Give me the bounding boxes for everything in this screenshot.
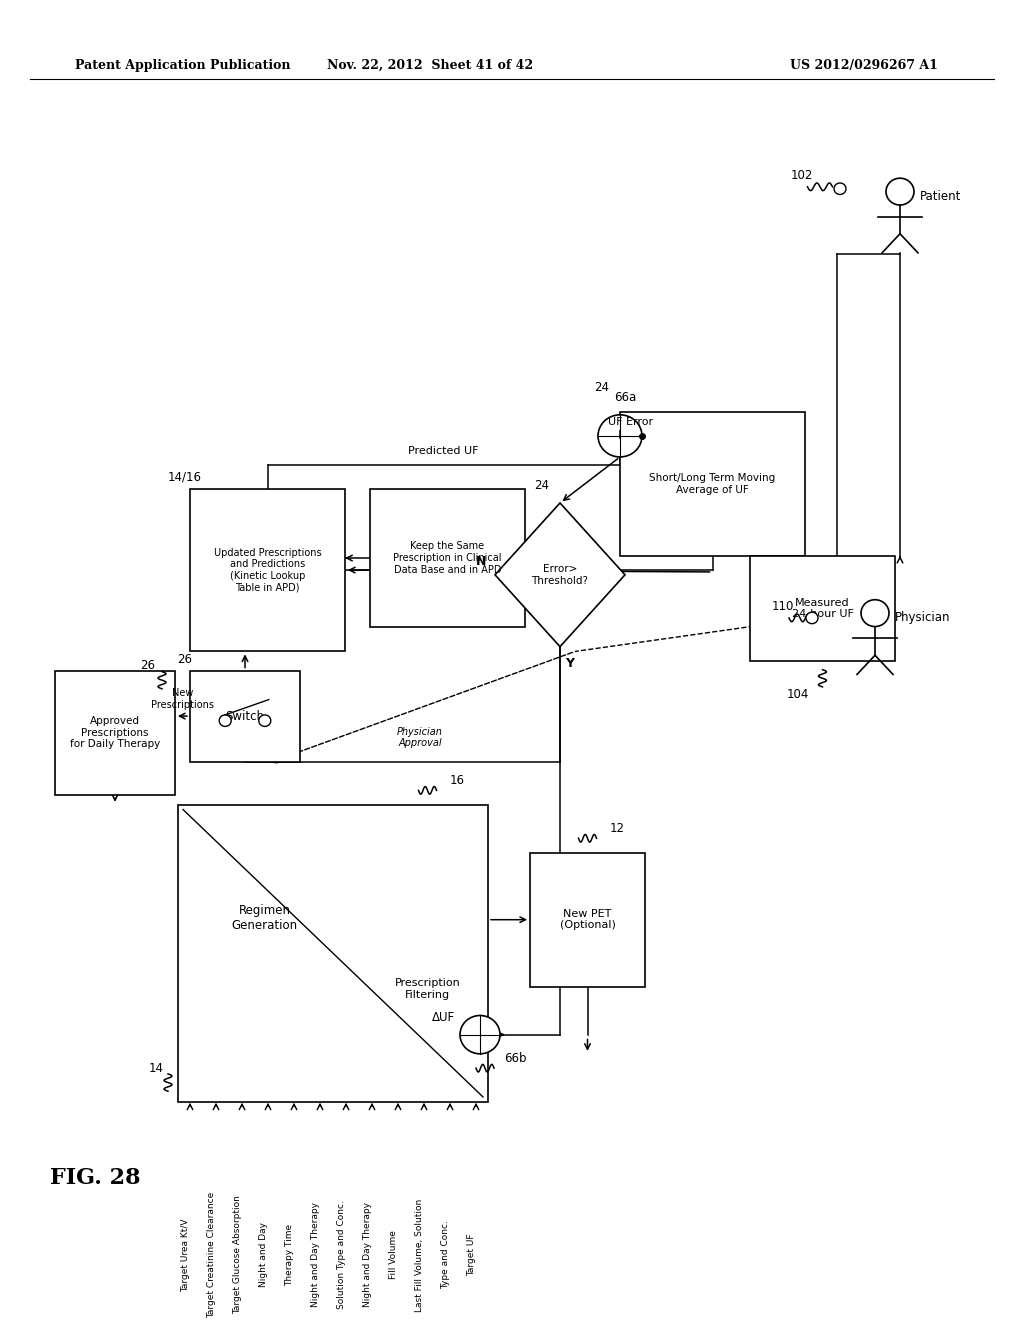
Circle shape xyxy=(598,414,642,457)
Bar xyxy=(190,671,300,762)
Text: New PET
(Optional): New PET (Optional) xyxy=(559,909,615,931)
Circle shape xyxy=(219,715,231,726)
Text: Short/Long Term Moving
Average of UF: Short/Long Term Moving Average of UF xyxy=(649,473,775,495)
Text: New
Prescriptions: New Prescriptions xyxy=(151,688,214,710)
Text: FIG. 28: FIG. 28 xyxy=(50,1167,140,1189)
Text: 66b: 66b xyxy=(504,1052,526,1065)
Text: Approved
Prescriptions
for Daily Therapy: Approved Prescriptions for Daily Therapy xyxy=(70,717,160,750)
Text: 14: 14 xyxy=(148,1061,164,1074)
Bar xyxy=(55,671,175,795)
Text: ΔUF: ΔUF xyxy=(432,1011,456,1024)
Text: Patent Application Publication: Patent Application Publication xyxy=(75,58,291,71)
Text: Predicted UF: Predicted UF xyxy=(409,446,479,457)
Circle shape xyxy=(886,178,914,205)
Text: Last Fill Volume, Solution: Last Fill Volume, Solution xyxy=(415,1199,424,1312)
Text: 26: 26 xyxy=(177,652,193,665)
Text: Updated Prescriptions
and Predictions
(Kinetic Lookup
Table in APD): Updated Prescriptions and Predictions (K… xyxy=(214,548,322,593)
Text: Physician
Approval: Physician Approval xyxy=(397,727,443,748)
Text: Fill Volume: Fill Volume xyxy=(389,1230,398,1279)
Text: I: I xyxy=(618,429,622,442)
Bar xyxy=(750,556,895,661)
Text: US 2012/0296267 A1: US 2012/0296267 A1 xyxy=(790,58,938,71)
Text: Measured
24-hour UF: Measured 24-hour UF xyxy=(792,598,853,619)
Text: Keep the Same
Prescription in Clinical
Data Base and in APD: Keep the Same Prescription in Clinical D… xyxy=(393,541,502,574)
Circle shape xyxy=(460,1015,500,1053)
Text: 24: 24 xyxy=(595,381,609,395)
Text: Therapy Time: Therapy Time xyxy=(285,1224,294,1286)
Text: Night and Day Therapy: Night and Day Therapy xyxy=(311,1203,319,1308)
Text: Solution Type and Conc.: Solution Type and Conc. xyxy=(337,1201,346,1309)
Text: 102: 102 xyxy=(791,169,813,182)
Bar xyxy=(370,488,525,627)
Text: Physician: Physician xyxy=(895,611,950,624)
Text: 16: 16 xyxy=(450,775,465,787)
Circle shape xyxy=(861,599,889,627)
Text: Nov. 22, 2012  Sheet 41 of 42: Nov. 22, 2012 Sheet 41 of 42 xyxy=(327,58,534,71)
Text: Prescription
Filtering: Prescription Filtering xyxy=(394,978,461,999)
Text: Target Urea Kt/V: Target Urea Kt/V xyxy=(181,1218,190,1292)
Text: Switch: Switch xyxy=(225,710,264,722)
Text: Target UF: Target UF xyxy=(467,1234,476,1276)
Text: Regimen
Generation: Regimen Generation xyxy=(231,904,298,932)
Text: N: N xyxy=(476,554,486,568)
Text: Y: Y xyxy=(565,657,574,671)
Text: Patient: Patient xyxy=(920,190,962,203)
Text: Night and Day Therapy: Night and Day Therapy xyxy=(362,1203,372,1308)
Text: Target Creatinine Clearance: Target Creatinine Clearance xyxy=(207,1192,216,1319)
Bar xyxy=(530,853,645,987)
Bar xyxy=(178,805,488,1102)
Bar xyxy=(620,412,805,556)
Polygon shape xyxy=(495,503,625,647)
Text: Error>
Threshold?: Error> Threshold? xyxy=(531,564,589,586)
Text: 26: 26 xyxy=(140,659,156,672)
Text: 12: 12 xyxy=(610,822,625,836)
Text: 110: 110 xyxy=(772,599,795,612)
Circle shape xyxy=(806,612,818,623)
Text: Type and Conc.: Type and Conc. xyxy=(441,1221,450,1290)
Text: Night and Day: Night and Day xyxy=(259,1222,268,1287)
Text: 14/16: 14/16 xyxy=(168,471,202,483)
Circle shape xyxy=(259,715,270,726)
Text: 104: 104 xyxy=(786,688,809,701)
Text: 66a: 66a xyxy=(613,391,636,404)
Circle shape xyxy=(834,183,846,194)
Text: Target Glucose Absorption: Target Glucose Absorption xyxy=(233,1196,242,1315)
Bar xyxy=(190,488,345,652)
Text: UF Error: UF Error xyxy=(608,417,653,428)
Text: 24: 24 xyxy=(535,479,550,492)
